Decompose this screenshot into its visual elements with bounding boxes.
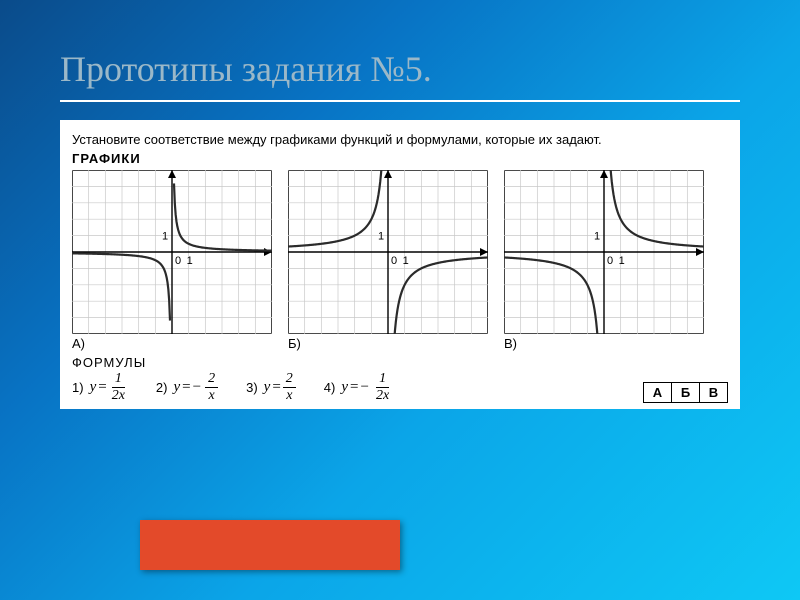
- formula-eq-3: y = 2x: [264, 372, 296, 403]
- charts-row: 011А)011Б)011В): [72, 170, 728, 351]
- chart-caption-C: В): [504, 336, 704, 351]
- formula-4: 4) y = −12x: [324, 372, 392, 403]
- answer-header-А: А: [644, 383, 672, 403]
- svg-text:0: 0: [175, 255, 181, 267]
- formula-1: 1) y = 12x: [72, 372, 128, 403]
- instruction-text: Установите соответствие между графиками …: [72, 132, 728, 147]
- formula-3: 3) y = 2x: [246, 372, 296, 403]
- answer-header-В: В: [700, 383, 728, 403]
- chart-box-A: 01 1 А): [72, 170, 272, 351]
- answer-header-Б: Б: [672, 383, 700, 403]
- accent-box: [140, 520, 400, 570]
- svg-text:0: 0: [607, 255, 613, 267]
- chart-box-C: 01 1 В): [504, 170, 704, 351]
- formula-eq-2: y = −2x: [173, 372, 218, 403]
- svg-text:1: 1: [403, 255, 409, 267]
- slide-title: Прототипы задания №5.: [60, 48, 432, 90]
- formula-num-4: 4): [324, 380, 336, 395]
- formula-num-3: 3): [246, 380, 258, 395]
- svg-text:1: 1: [162, 231, 168, 243]
- svg-text:1: 1: [187, 255, 193, 267]
- chart-C: 01 1: [504, 170, 704, 334]
- formula-2: 2) y = −2x: [156, 372, 218, 403]
- formula-eq-1: y = 12x: [90, 372, 128, 403]
- chart-caption-B: Б): [288, 336, 488, 351]
- formula-eq-4: y = −12x: [341, 372, 392, 403]
- svg-text:1: 1: [378, 231, 384, 243]
- chart-A: 01 1: [72, 170, 272, 334]
- formula-num-1: 1): [72, 380, 84, 395]
- graphs-label: ГРАФИКИ: [72, 151, 728, 166]
- chart-box-B: 01 1 Б): [288, 170, 488, 351]
- title-underline: [60, 100, 740, 102]
- answer-table: АБВ: [643, 382, 728, 403]
- svg-text:1: 1: [594, 231, 600, 243]
- svg-text:1: 1: [619, 255, 625, 267]
- formula-num-2: 2): [156, 380, 168, 395]
- formulas-label: ФОРМУЛЫ: [72, 355, 728, 370]
- formulas-row: 1) y = 12x 2) y = −2x 3) y = 2x 4) y = −12x: [72, 372, 728, 403]
- svg-text:0: 0: [391, 255, 397, 267]
- chart-caption-A: А): [72, 336, 272, 351]
- chart-B: 01 1: [288, 170, 488, 334]
- content-card: Установите соответствие между графиками …: [60, 120, 740, 409]
